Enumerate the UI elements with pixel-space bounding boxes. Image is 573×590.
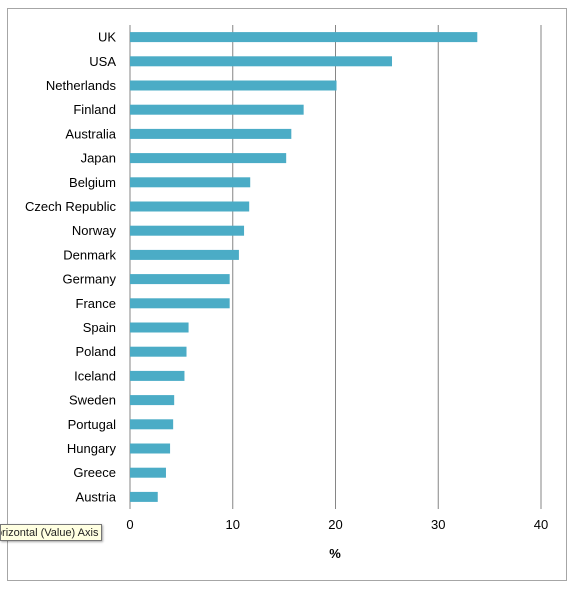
category-label: Belgium bbox=[69, 175, 116, 190]
category-label: Spain bbox=[83, 320, 116, 335]
axis-tooltip: Horizontal (Value) Axis bbox=[0, 524, 102, 541]
category-label: Austria bbox=[76, 489, 117, 504]
category-label: Norway bbox=[72, 223, 117, 238]
bar-chart[interactable]: UK USA Netherlands Finland Australia Japan Bel… bbox=[8, 9, 566, 580]
category-label: Netherlands bbox=[46, 78, 117, 93]
category-label: Finland bbox=[73, 102, 116, 117]
x-tick-label[interactable]: 20 bbox=[328, 517, 342, 532]
x-tick-label[interactable]: 30 bbox=[431, 517, 445, 532]
category-label: France bbox=[76, 296, 116, 311]
category-label: Hungary bbox=[67, 441, 117, 456]
bar-spain[interactable] bbox=[130, 322, 189, 333]
category-label: Greece bbox=[73, 465, 116, 480]
bar-usa[interactable] bbox=[130, 56, 393, 67]
x-tick-label[interactable]: 10 bbox=[226, 517, 240, 532]
bar-norway[interactable] bbox=[130, 225, 245, 236]
category-label: Denmark bbox=[63, 247, 116, 262]
tooltip-text: Horizontal (Value) Axis bbox=[1, 527, 99, 539]
x-tick-label[interactable]: 0 bbox=[126, 517, 133, 532]
bar-belgium[interactable] bbox=[130, 177, 251, 188]
category-label: Czech Republic bbox=[25, 199, 117, 214]
bar-poland[interactable] bbox=[130, 346, 187, 357]
category-label: Australia bbox=[65, 126, 116, 141]
bar-netherlands[interactable] bbox=[130, 80, 337, 91]
bar-japan[interactable] bbox=[130, 153, 287, 164]
bar-sweden[interactable] bbox=[130, 395, 175, 406]
bar-hungary[interactable] bbox=[130, 443, 171, 454]
bar-czech-republic[interactable] bbox=[130, 201, 250, 212]
x-tick-label[interactable]: 40 bbox=[534, 517, 548, 532]
bars[interactable] bbox=[130, 32, 478, 502]
bar-france[interactable] bbox=[130, 298, 230, 309]
bar-uk[interactable] bbox=[130, 32, 478, 43]
category-label: USA bbox=[89, 54, 116, 69]
bar-iceland[interactable] bbox=[130, 370, 185, 381]
category-label: Germany bbox=[63, 272, 117, 287]
bar-denmark[interactable] bbox=[130, 249, 239, 260]
category-axis-labels: UK USA Netherlands Finland Australia Japan Bel… bbox=[25, 30, 117, 505]
gridlines bbox=[129, 25, 542, 509]
bar-austria[interactable] bbox=[130, 491, 158, 502]
category-label: Japan bbox=[81, 151, 116, 166]
bar-germany[interactable] bbox=[130, 274, 230, 285]
category-label: UK bbox=[98, 30, 116, 45]
bar-australia[interactable] bbox=[130, 128, 292, 139]
bar-portugal[interactable] bbox=[130, 419, 174, 430]
chart-area[interactable]: UK USA Netherlands Finland Australia Japan Bel… bbox=[7, 8, 567, 581]
category-label: Iceland bbox=[74, 368, 116, 383]
x-axis-title: % bbox=[329, 546, 341, 561]
bar-greece[interactable] bbox=[130, 467, 166, 478]
bar-finland[interactable] bbox=[130, 104, 304, 115]
category-label: Portugal bbox=[68, 417, 117, 432]
value-axis-tick-labels[interactable]: 0 10 20 30 40 bbox=[126, 517, 548, 532]
category-label: Poland bbox=[76, 344, 116, 359]
category-label: Sweden bbox=[69, 393, 116, 408]
